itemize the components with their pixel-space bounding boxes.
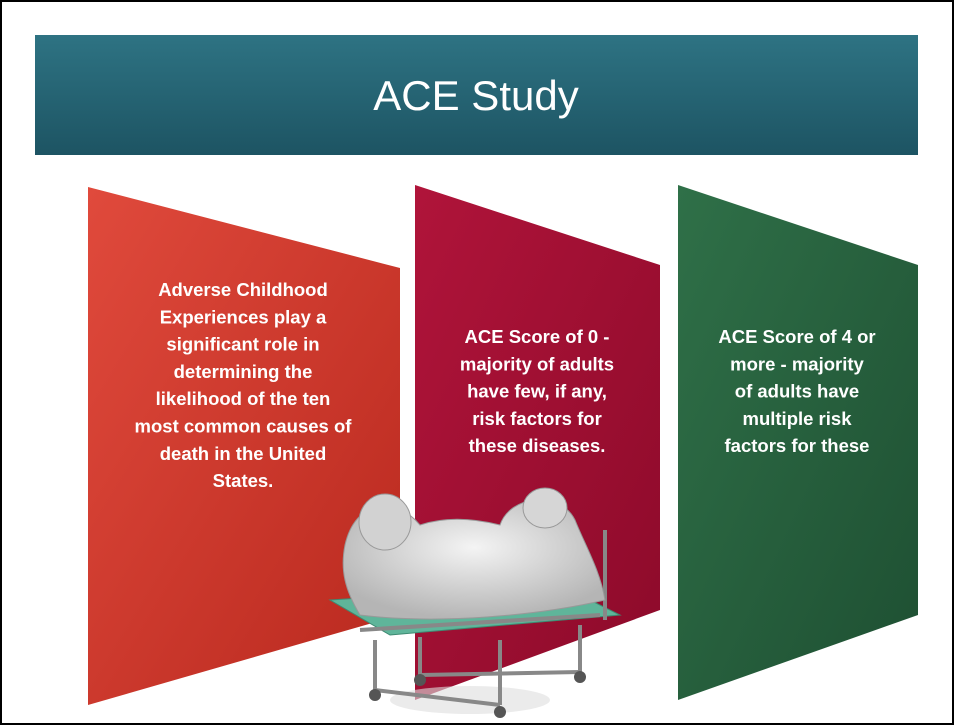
panel-text-line: these diseases. xyxy=(469,435,606,456)
panel-text-line: more - majority xyxy=(730,353,864,374)
panel-text-line: multiple risk xyxy=(743,408,853,429)
panel-text-line: factors for these xyxy=(725,435,870,456)
panel-text-line: majority of adults xyxy=(460,353,614,374)
slide-title: ACE Study xyxy=(373,72,578,119)
panel-text-line: determining the xyxy=(174,361,313,382)
panel-text-line: likelihood of the ten xyxy=(156,388,331,409)
panel-text-line: death in the United xyxy=(160,443,327,464)
panel-text-line: ACE Score of 0 - xyxy=(465,326,610,347)
panel-text-line: most common causes of xyxy=(135,416,353,437)
panel-text-line: Adverse Childhood xyxy=(158,279,328,300)
panel-text-line: risk factors for xyxy=(472,408,602,429)
figure-head xyxy=(523,488,567,528)
panel-text-line: have few, if any, xyxy=(467,381,607,402)
figure-feet xyxy=(359,494,411,550)
panel-text-line: of adults have xyxy=(735,381,859,402)
panel-text-line: States. xyxy=(213,470,274,491)
slide: ACE Study Adverse Childhood Experiences p… xyxy=(0,0,954,725)
panel-text-line: Experiences play a xyxy=(160,306,327,327)
panel-text-line: ACE Score of 4 or xyxy=(718,326,875,347)
panel-text-line: significant role in xyxy=(166,334,319,355)
